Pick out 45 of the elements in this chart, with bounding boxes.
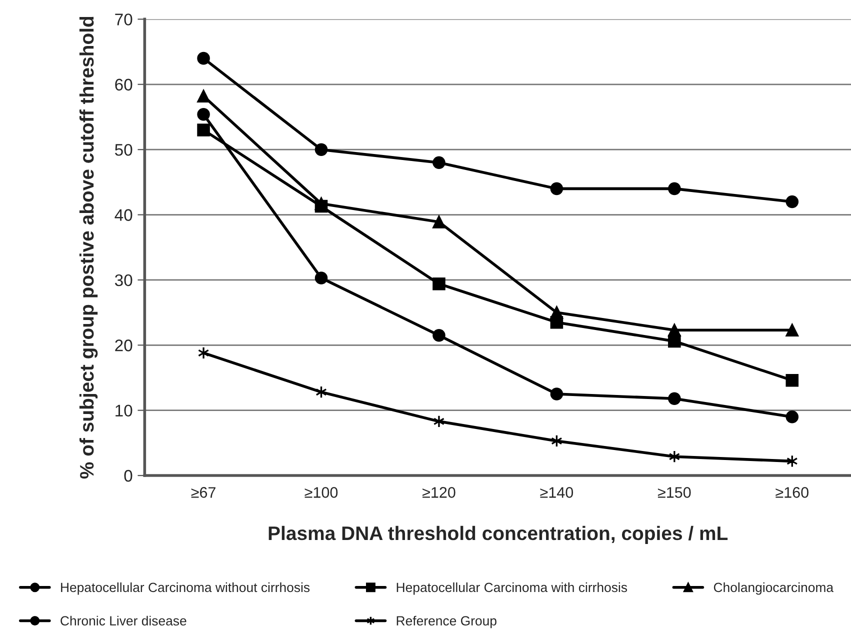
y-tick-label: 10 bbox=[116, 404, 132, 417]
legend-label: Cholangiocarcinoma bbox=[714, 582, 834, 595]
point bbox=[197, 108, 210, 121]
legend-label: Chronic Liver disease bbox=[60, 616, 186, 626]
y-tick-label: 0 bbox=[124, 470, 132, 482]
point bbox=[197, 90, 210, 103]
point bbox=[314, 143, 328, 156]
point bbox=[432, 216, 446, 228]
point bbox=[197, 52, 210, 65]
point bbox=[198, 346, 210, 360]
point bbox=[550, 388, 564, 400]
point bbox=[786, 374, 799, 387]
point bbox=[314, 272, 328, 284]
point bbox=[432, 277, 446, 290]
y-tick-label: 20 bbox=[115, 340, 132, 352]
point bbox=[432, 328, 446, 342]
y-tick-label: 30 bbox=[114, 274, 132, 286]
x-axis-title: Plasma DNA threshold concentration, copies / mL bbox=[268, 526, 728, 544]
y-tick-label: 50 bbox=[114, 144, 132, 156]
y-tick-label: 70 bbox=[115, 14, 132, 26]
point bbox=[197, 124, 210, 136]
x-tick-label: ≥140 bbox=[540, 487, 574, 498]
x-tick-label: ≥150 bbox=[658, 487, 691, 498]
point bbox=[668, 334, 681, 348]
x-tick-label: ≥100 bbox=[304, 487, 338, 498]
x-tick-label: ≥160 bbox=[776, 487, 808, 498]
point bbox=[786, 410, 799, 424]
legend-label: Hepatocellular Carcinoma without cirrhosis bbox=[61, 582, 310, 595]
point bbox=[314, 200, 328, 213]
y-tick-label: 40 bbox=[114, 209, 132, 221]
y-axis-title: % of subject group postive above cutoff threshold bbox=[79, 16, 98, 479]
point bbox=[432, 156, 446, 170]
legend-label: Hepatocellular Carcinoma with cirrhosis bbox=[396, 582, 628, 595]
point bbox=[550, 182, 564, 196]
point bbox=[668, 182, 681, 196]
point bbox=[668, 392, 681, 405]
point bbox=[786, 195, 799, 208]
y-tick-label: 60 bbox=[115, 78, 132, 91]
x-tick-label: ≥67 bbox=[191, 487, 216, 498]
point bbox=[550, 316, 564, 329]
x-tick-label: ≥120 bbox=[422, 487, 456, 498]
legend-label: Reference Group bbox=[396, 616, 496, 628]
point bbox=[786, 324, 799, 337]
point bbox=[668, 450, 680, 464]
point bbox=[433, 415, 445, 428]
